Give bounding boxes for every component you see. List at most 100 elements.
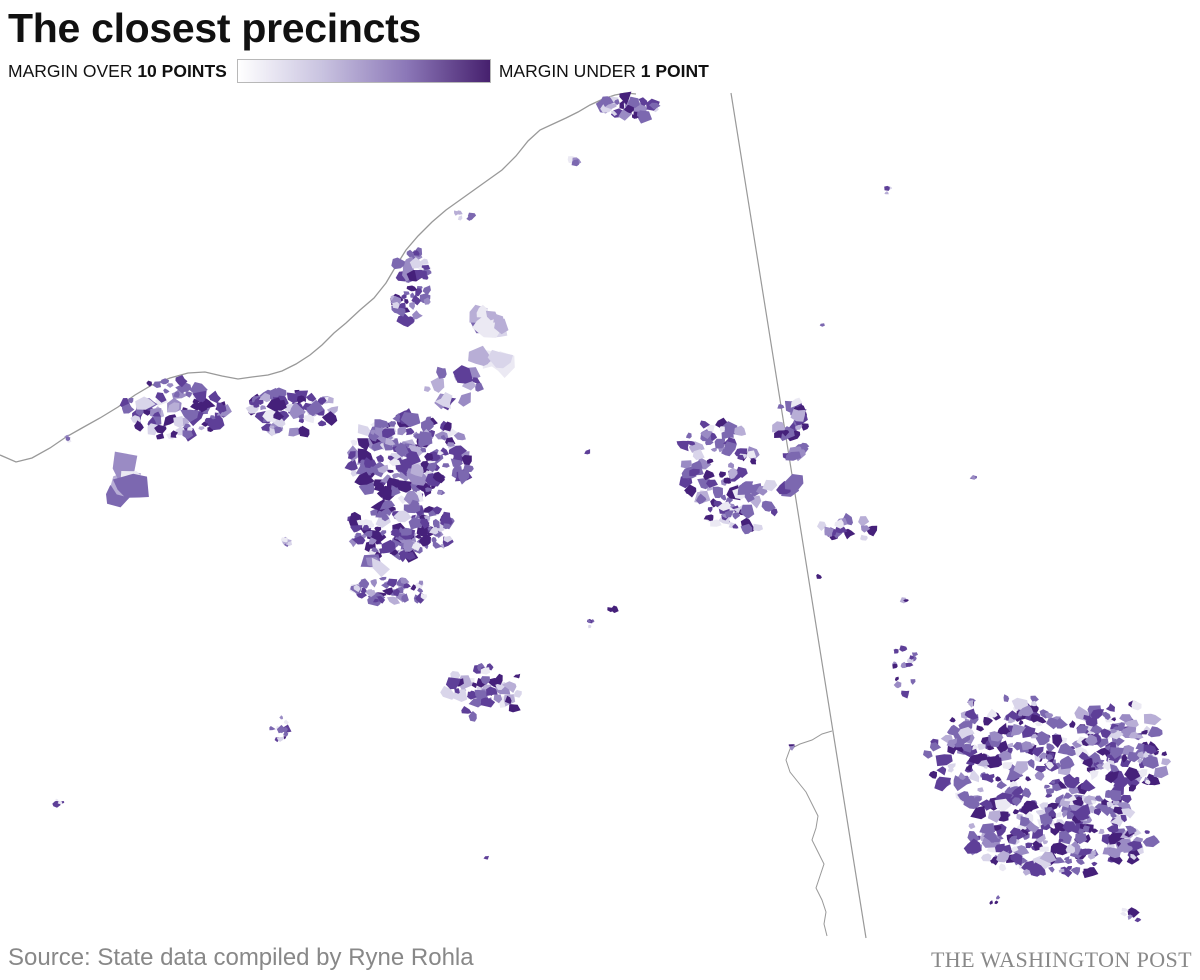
precinct-shape	[728, 462, 735, 469]
precinct-shape	[1022, 869, 1031, 876]
precinct-shape	[995, 776, 1002, 782]
precinct-shape	[1137, 758, 1143, 764]
precinct-shape	[958, 726, 975, 739]
precinct-shape	[1090, 828, 1099, 834]
precinct-shape	[347, 453, 354, 460]
precinct-shape	[166, 383, 174, 388]
precinct-shape	[1048, 809, 1057, 818]
precinct-shape	[1161, 751, 1168, 756]
publisher-credit: THE WASHINGTON POST	[930, 947, 1192, 972]
legend-high-value: 1 POINT	[640, 60, 709, 81]
precinct-shape	[163, 388, 170, 394]
precinct-shape	[1131, 699, 1142, 711]
precinct-shape	[1045, 794, 1053, 798]
precinct-shape	[475, 381, 484, 392]
precinct-shape	[719, 426, 725, 432]
precinct-shape	[401, 593, 409, 603]
precinct-shape	[860, 534, 868, 541]
precinct-shape	[417, 587, 424, 594]
precinct-shape	[508, 704, 521, 713]
precinct-shape	[588, 624, 592, 629]
precinct-shape	[418, 580, 424, 586]
precinct-shape	[427, 526, 432, 531]
precinct-shape	[1161, 758, 1172, 766]
precinct-shape	[356, 519, 364, 526]
precinct-shape	[350, 470, 358, 477]
precinct-shape	[1053, 857, 1066, 864]
precinct-shape	[391, 485, 398, 491]
precinct-shape	[1003, 694, 1010, 702]
precinct-shape	[391, 257, 406, 270]
precinct-shape	[376, 454, 384, 462]
precinct-shape	[494, 673, 503, 685]
chart-title: The closest precincts	[8, 5, 421, 51]
precinct-shape	[1093, 808, 1102, 816]
precinct-shape	[1109, 813, 1124, 828]
legend-high-prefix: MARGIN UNDER	[498, 60, 641, 81]
precinct-shape	[1045, 761, 1054, 770]
precinct-shape	[710, 447, 718, 452]
precinct-shape	[1046, 743, 1055, 752]
precinct-shape	[411, 542, 421, 552]
precinct-shape	[428, 527, 439, 535]
precinct-shape	[379, 500, 396, 510]
precinct-shape	[394, 307, 406, 317]
precinct-shape	[893, 681, 902, 689]
precinct-shape	[903, 599, 909, 602]
precinct-shape	[400, 577, 410, 584]
precinct-shape	[954, 742, 964, 748]
precinct-shape	[724, 510, 734, 518]
precinct-shape	[386, 596, 401, 605]
precinct-shape	[894, 676, 899, 682]
precinct-shape	[128, 398, 134, 404]
precinct-shape	[1113, 781, 1123, 788]
precinct-shape	[614, 99, 620, 105]
precinct-shape	[996, 850, 1010, 863]
precinct-shape	[989, 900, 993, 905]
precinct-shape	[1119, 714, 1133, 723]
precinct-shape	[974, 752, 986, 760]
precinct-shape	[790, 408, 806, 422]
precinct-shape	[905, 662, 914, 667]
precinct-shape	[433, 518, 440, 529]
precinct-shape	[929, 742, 942, 752]
precinct-shape	[1072, 814, 1082, 824]
precinct-shape	[899, 645, 908, 652]
precinct-shape	[947, 766, 954, 773]
precinct-shape	[1013, 761, 1029, 775]
precinct-shape	[689, 468, 700, 477]
precinct-shape	[1066, 866, 1073, 871]
precinct-shape	[370, 579, 377, 588]
legend-low-prefix: MARGIN OVER	[8, 60, 138, 81]
precinct-shape	[373, 598, 379, 603]
precinct-shape	[441, 511, 451, 526]
precinct-shape	[386, 578, 398, 588]
precinct-shape	[354, 471, 375, 486]
precinct-shape	[155, 392, 167, 403]
precinct-shape	[386, 469, 394, 473]
precinct-shape	[1106, 801, 1114, 808]
precinct-shape	[740, 523, 753, 535]
precinct-shape	[735, 466, 748, 478]
precinct-shape	[998, 863, 1007, 872]
precinct-shape	[317, 420, 327, 427]
precinct-shape	[997, 722, 1011, 736]
precinct-shape	[1070, 867, 1081, 876]
precinct-shape	[450, 458, 464, 468]
precinct-shape	[989, 859, 996, 864]
precinct-shape	[1105, 770, 1119, 784]
precinct-shape	[734, 425, 747, 436]
precinct-shape	[1121, 808, 1136, 819]
precinct-shape	[1035, 765, 1046, 773]
precinct-shape	[1008, 716, 1016, 724]
precinct-shape	[1021, 787, 1032, 798]
precinct-shape	[1046, 754, 1054, 761]
precinct-shape	[368, 523, 375, 529]
precinct-shape	[784, 474, 804, 491]
precinct-shape	[1088, 852, 1095, 860]
precinct-shape	[476, 678, 487, 688]
precinct-shape	[423, 515, 431, 522]
precinct-shape	[455, 210, 463, 215]
precinct-shape	[994, 900, 999, 905]
precinct-shape	[884, 185, 890, 191]
